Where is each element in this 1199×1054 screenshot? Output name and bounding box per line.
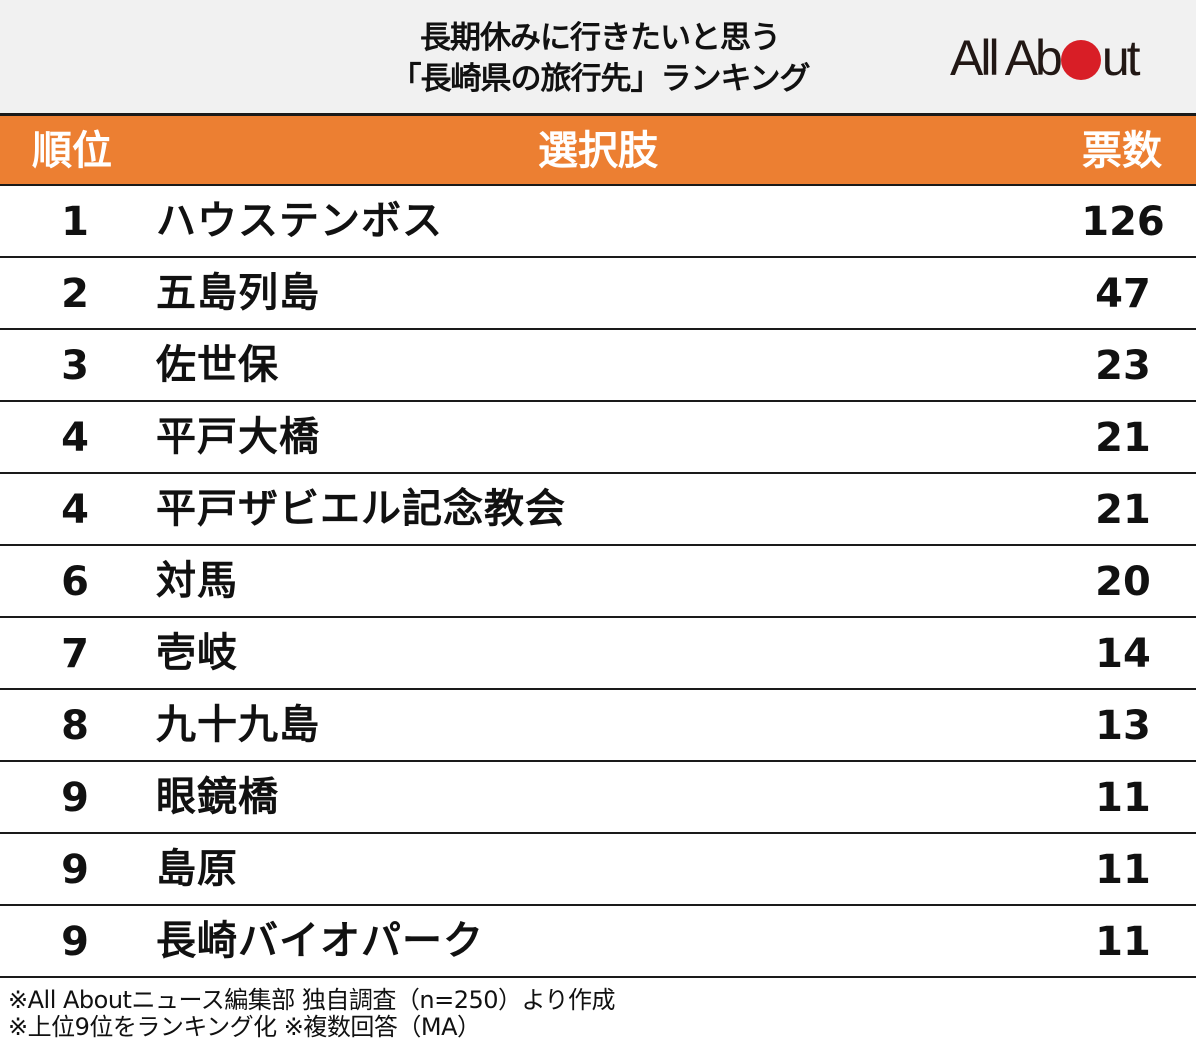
table-row: 9 眼鏡橋 11 [0, 762, 1196, 834]
rank-cell: 4 [61, 415, 89, 461]
name-cell: 五島列島 [156, 270, 320, 316]
rank-cell: 9 [61, 775, 89, 821]
table-row: 1 ハウステンボス 126 [0, 186, 1196, 258]
rank-cell: 8 [61, 703, 89, 749]
votes-cell: 20 [1095, 559, 1151, 605]
table-row: 2 五島列島 47 [0, 258, 1196, 330]
rank-cell: 2 [61, 271, 89, 317]
column-header-choice: 選択肢 [538, 128, 658, 174]
name-cell: 九十九島 [156, 702, 320, 748]
table-row: 9 島原 11 [0, 834, 1196, 906]
name-cell: 島原 [156, 846, 238, 892]
chart-title-line2: 「長崎県の旅行先」ランキング [390, 61, 810, 97]
name-cell: 対馬 [156, 558, 238, 604]
title-area: 長期休みに行きたいと思う 「長崎県の旅行先」ランキング All Ab ut [0, 0, 1196, 113]
ranking-table-body: 1 ハウステンボス 126 2 五島列島 47 3 佐世保 23 4 平戸大橋 21 4 平戸ザビ… [0, 186, 1196, 978]
table-row: 3 佐世保 23 [0, 330, 1196, 402]
votes-cell: 47 [1095, 271, 1151, 317]
votes-cell: 14 [1095, 631, 1151, 677]
name-cell: 佐世保 [156, 342, 279, 388]
rank-cell: 7 [61, 631, 89, 677]
name-cell: 平戸大橋 [156, 414, 320, 460]
votes-cell: 11 [1095, 775, 1151, 821]
votes-cell: 13 [1095, 703, 1151, 749]
chart-title-line1: 長期休みに行きたいと思う [420, 20, 781, 56]
table-row: 6 対馬 20 [0, 546, 1196, 618]
name-cell: ハウステンボス [156, 198, 443, 244]
footnote-source: ※All Aboutニュース編集部 独自調査（n=250）より作成 [8, 986, 616, 1014]
rank-cell: 4 [61, 487, 89, 533]
name-cell: 眼鏡橋 [156, 774, 279, 820]
table-row: 4 平戸ザビエル記念教会 21 [0, 474, 1196, 546]
column-header-votes: 票数 [1082, 128, 1162, 174]
votes-cell: 21 [1095, 487, 1151, 533]
name-cell: 平戸ザビエル記念教会 [156, 486, 566, 532]
table-row: 8 九十九島 13 [0, 690, 1196, 762]
rank-cell: 6 [61, 559, 89, 605]
table-row: 9 長崎バイオパーク 11 [0, 906, 1196, 978]
votes-cell: 23 [1095, 343, 1151, 389]
logo-text-end: ut [1101, 30, 1141, 86]
logo-red-dot-icon [1060, 40, 1101, 80]
name-cell: 長崎バイオパーク [156, 918, 484, 964]
table-header: 選択肢 順位 票数 [0, 113, 1196, 186]
rank-cell: 3 [61, 343, 89, 389]
table-row: 7 壱岐 14 [0, 618, 1196, 690]
table-row: 4 平戸大橋 21 [0, 402, 1196, 474]
allabout-logo: All Ab ut [950, 28, 1141, 88]
rank-cell: 9 [61, 919, 89, 965]
votes-cell: 11 [1095, 847, 1151, 893]
logo-text-start: All Ab [950, 30, 1063, 86]
rank-cell: 9 [61, 847, 89, 893]
rank-cell: 1 [61, 199, 89, 245]
votes-cell: 21 [1095, 415, 1151, 461]
votes-cell: 126 [1081, 199, 1165, 245]
name-cell: 壱岐 [156, 630, 238, 676]
column-header-rank: 順位 [32, 128, 112, 174]
footnote-method: ※上位9位をランキング化 ※複数回答（MA） [8, 1013, 481, 1041]
votes-cell: 11 [1095, 919, 1151, 965]
